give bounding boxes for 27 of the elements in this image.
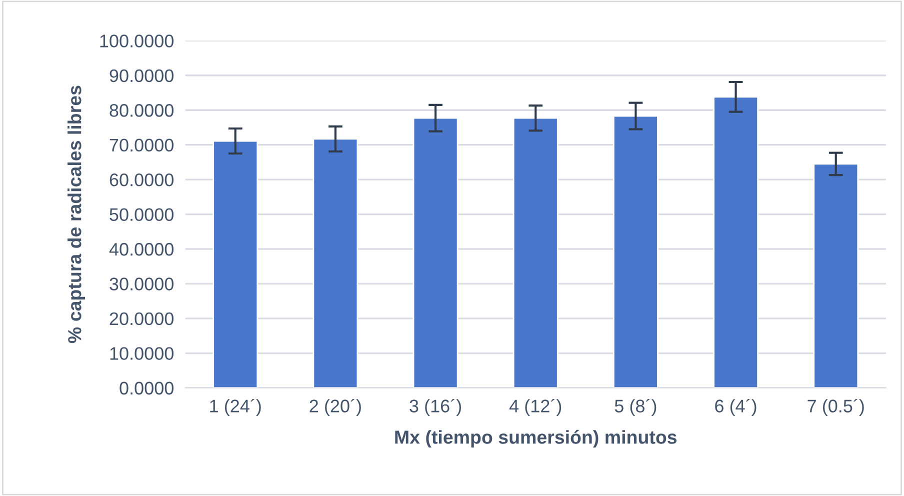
bar (612, 115, 658, 388)
bar (212, 140, 258, 388)
bar (713, 96, 759, 388)
y-tick-label: 20.0000 (110, 312, 174, 326)
y-tick-label: 0.0000 (120, 382, 174, 395)
y-tick-label: 100.0000 (100, 34, 174, 48)
bar (813, 163, 859, 388)
bar (512, 117, 558, 388)
x-tick-label: 6 (4´) (715, 398, 756, 416)
y-tick-label: 40.0000 (109, 242, 174, 256)
bar (412, 117, 458, 388)
y-axis-title: % captura de radicales libres (68, 86, 86, 344)
y-tick-label: 10.0000 (110, 347, 174, 360)
bar (312, 138, 358, 388)
x-tick-label: 2 (20´) (310, 398, 361, 416)
x-tick-label: 5 (8´) (614, 398, 656, 416)
x-axis-title: Mx (tiempo sumersión) minutos (395, 430, 677, 448)
y-tick-label: 90.0000 (110, 69, 174, 82)
x-tick-label: 7 (0.5´) (808, 398, 864, 416)
y-tick-label: 50.0000 (110, 208, 174, 221)
y-tick-label: 70.0000 (110, 138, 174, 152)
y-tick-label: 30.0000 (110, 278, 174, 290)
x-tick-label: 1 (24´) (210, 398, 261, 416)
y-tick-label: 60.0000 (110, 173, 174, 186)
x-tick-label: 3 (16´) (410, 398, 462, 416)
x-tick-label: 4 (12´) (509, 398, 562, 416)
y-tick-label: 80.0000 (110, 104, 174, 117)
